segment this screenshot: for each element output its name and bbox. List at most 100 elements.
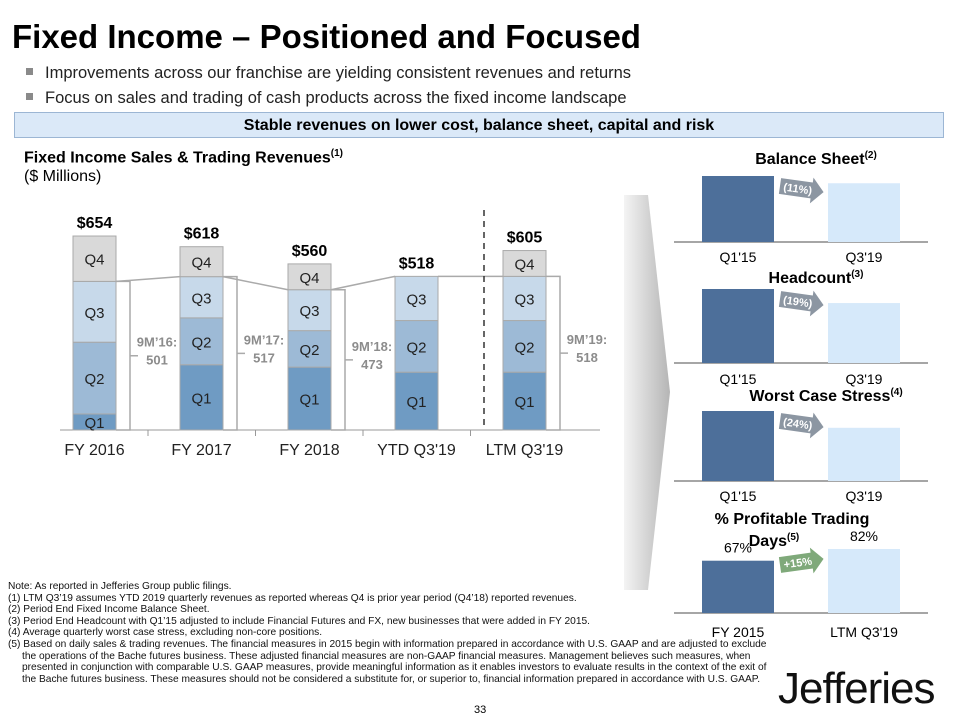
segment-label: Q3 [191, 290, 211, 307]
nine-month-bracket [546, 275, 568, 431]
footnote-ref: (5) [787, 532, 799, 543]
chart-title: Fixed Income Sales & Trading Revenues(1) [24, 148, 343, 167]
bar-segment-q2 [72, 341, 117, 415]
bullet-square-icon [26, 68, 33, 76]
segment-label: Q4 [191, 255, 211, 272]
bar-segment-q4 [502, 250, 547, 277]
chart-title-text: Fixed Income Sales & Trading Revenues [24, 149, 331, 167]
small-category-label: Q1'15 [720, 371, 757, 387]
small-bar [702, 176, 774, 242]
change-label: +15% [783, 556, 813, 572]
footnote: (4) Average quarterly worst case stress,… [8, 627, 323, 639]
total-label: $605 [507, 230, 543, 247]
nine-month-bracket [331, 288, 353, 431]
bar-segment-q3 [502, 275, 547, 322]
small-category-label: Q3'19 [846, 249, 883, 265]
category-label: FY 2017 [171, 442, 231, 459]
nine-month-label: 9M’16: [137, 335, 177, 350]
segment-label: Q1 [299, 392, 319, 409]
segment-label: Q3 [514, 291, 534, 308]
bar-segment-q4 [72, 235, 117, 282]
bullet-text: Focus on sales and trading of cash produ… [45, 89, 627, 107]
revenue-chart: Q1 Q2 Q3 Q4 $654 FY 2016 Q1 Q2 Q3 Q4 $618 FY 2017 Q1… [60, 210, 607, 459]
small-category-label: Q1'15 [720, 488, 757, 504]
segment-label: Q3 [84, 305, 104, 322]
connector-line [115, 275, 181, 283]
change-arrow-icon: (11%) [778, 177, 824, 204]
bar-segment-q3 [179, 276, 224, 319]
small-chart-title: % Profitable Trading Days(5) [715, 511, 870, 550]
change-label: (11%) [783, 182, 813, 198]
small-category-label: LTM Q3'19 [830, 624, 898, 640]
bullet-square-icon [26, 93, 33, 101]
small-category-label: FY 2015 [712, 624, 765, 640]
small-bar [702, 411, 774, 481]
small-value-label: 82% [850, 528, 878, 544]
bar-segment-q1 [394, 371, 439, 431]
total-label: $518 [399, 255, 435, 272]
category-label: FY 2018 [279, 442, 339, 459]
change-arrow-icon: (24%) [778, 412, 824, 439]
nine-month-value: 518 [576, 350, 598, 365]
bullet-text: Improvements across our franchise are yi… [45, 64, 632, 82]
page-title: Fixed Income – Positioned and Focused [12, 18, 641, 55]
small-charts: Balance Sheet(2) Q1'15 Q3'19 (11%) Headcount… [674, 150, 928, 640]
nine-month-value: 517 [253, 350, 275, 365]
change-arrow-icon: +15% [778, 547, 824, 574]
bullet-2: Focus on sales and trading of cash produ… [26, 89, 627, 108]
category-label: LTM Q3'19 [486, 442, 564, 459]
nine-month-value: 473 [361, 357, 383, 372]
footnote: (5) Based on daily sales & trading reven… [8, 638, 767, 685]
footnote: (3) Period End Headcount with Q1’15 adju… [8, 615, 590, 627]
nine-month-label: 9M’19: [567, 332, 607, 347]
segment-label: Q2 [191, 334, 211, 351]
bar-segment-q1 [179, 364, 224, 431]
jefferies-logo: Jefferies [778, 664, 935, 713]
nine-month-label: 9M’18: [352, 339, 392, 354]
connector-line [222, 275, 289, 291]
segment-label: Q4 [84, 252, 104, 269]
bar-segment-q1 [502, 371, 547, 431]
small-value-label: 67% [724, 540, 752, 556]
banner: Stable revenues on lower cost, balance s… [14, 112, 944, 138]
segment-label: Q3 [299, 303, 319, 320]
bar-segment-q3 [287, 289, 332, 332]
segment-label: Q4 [514, 256, 534, 273]
total-label: $618 [184, 226, 220, 243]
change-arrow-icon: (19%) [778, 290, 824, 317]
segment-label: Q4 [299, 270, 319, 287]
small-bar [828, 303, 900, 363]
bar-segment-q2 [502, 320, 547, 373]
small-chart-title: Headcount(3) [769, 269, 864, 287]
small-category-label: Q3'19 [846, 488, 883, 504]
total-label: $560 [292, 243, 328, 260]
small-bar [828, 183, 900, 242]
footnote: (1) LTM Q3’19 assumes YTD 2019 quarterly… [8, 592, 577, 604]
title-line: Days [749, 533, 787, 550]
segment-label: Q1 [514, 394, 534, 411]
small-category-label: Q1'15 [720, 249, 757, 265]
small-chart-title: Worst Case Stress(4) [749, 387, 902, 405]
footnote-ref: (3) [851, 269, 863, 280]
footnote-ref: (1) [330, 148, 344, 159]
change-label: (24%) [782, 417, 813, 433]
footnote-ref: (4) [890, 387, 902, 398]
total-label: $654 [77, 215, 113, 232]
bar-segment-q3 [394, 275, 439, 322]
category-label: YTD Q3'19 [377, 442, 456, 459]
segment-label: Q1 [406, 394, 426, 411]
segment-label: Q1 [84, 415, 104, 432]
segment-label: Q1 [191, 390, 211, 407]
segment-label: Q2 [84, 371, 104, 388]
small-chart-title: Balance Sheet(2) [755, 150, 877, 168]
page-number: 33 [474, 704, 487, 716]
segment-label: Q2 [299, 342, 319, 359]
footnote: Note: As reported in Jefferies Group pub… [8, 581, 232, 592]
bar-segment-q1 [287, 366, 332, 431]
nine-month-bracket [223, 275, 245, 431]
segment-label: Q3 [406, 291, 426, 308]
footnote: (2) Period End Fixed Income Balance Shee… [8, 604, 210, 616]
nine-month-bracket [116, 280, 138, 431]
bullet-1: Improvements across our franchise are yi… [26, 64, 631, 83]
